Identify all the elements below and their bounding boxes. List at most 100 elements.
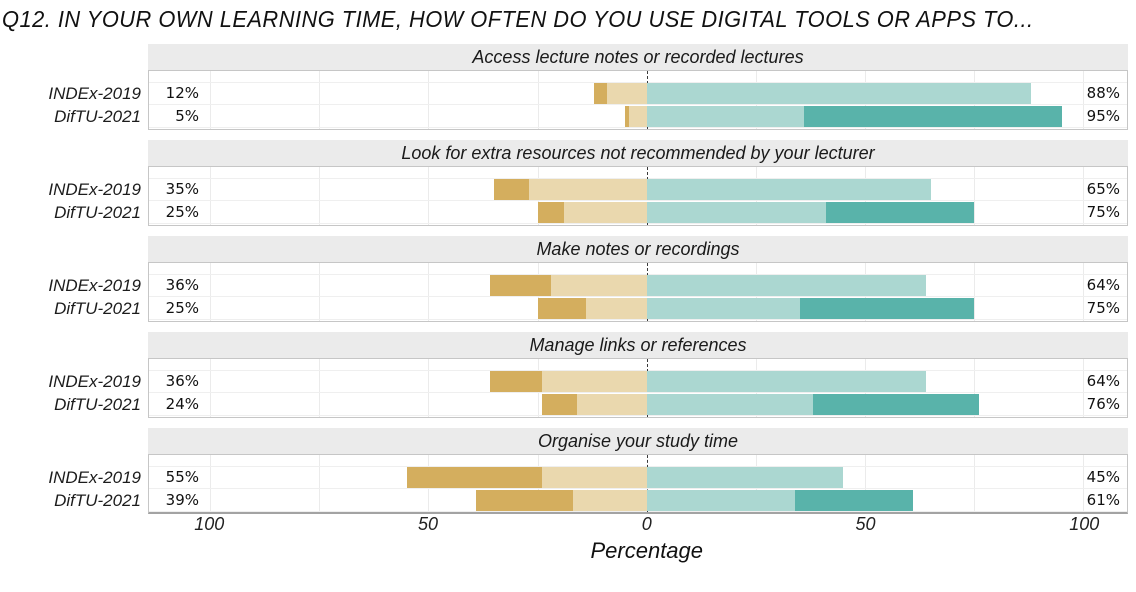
x-axis-tick-100: 100 <box>194 514 225 534</box>
segment-left-dark <box>594 83 608 104</box>
horizontal-gridline <box>149 178 1127 179</box>
gridline <box>865 455 867 512</box>
bar-row-DifTU-2021: DifTU-2021 39% 61% <box>54 490 1127 511</box>
horizontal-gridline <box>149 296 1127 297</box>
gridline <box>537 71 539 129</box>
panel-plot-area: INDEx-2019 55% 45% DifTU-2021 39% 61% <box>48 454 1128 514</box>
gridline <box>210 71 212 129</box>
row-label: INDEx-2019 <box>48 84 141 103</box>
value-label-right: 64% <box>1086 372 1120 390</box>
value-label-left: 36% <box>165 372 199 390</box>
gridline <box>210 263 212 321</box>
horizontal-gridline <box>149 104 1127 105</box>
panel-header: Organise your study time <box>148 428 1128 454</box>
segment-left-light <box>528 179 647 200</box>
value-label-left: 5% <box>175 107 199 125</box>
row-label: INDEx-2019 <box>48 276 141 295</box>
panels-container: Access lecture notes or recorded lecture… <box>48 44 1128 524</box>
value-label-right: 75% <box>1086 299 1120 317</box>
gridline <box>210 455 212 512</box>
value-label-right: 76% <box>1086 395 1120 413</box>
segment-right-dark <box>799 298 975 319</box>
value-label-right: 61% <box>1086 491 1120 509</box>
segment-left-light <box>585 298 647 319</box>
gridline <box>974 167 976 225</box>
value-label-left: 35% <box>165 180 199 198</box>
segment-left-light <box>576 394 647 415</box>
bar-row-INDEx-2019: INDEx-2019 12% 88% <box>48 83 1127 104</box>
horizontal-gridline <box>149 274 1127 275</box>
horizontal-gridline <box>149 319 1127 320</box>
value-label-right: 95% <box>1086 107 1120 125</box>
gridline <box>319 263 321 321</box>
segment-right-light <box>646 202 826 223</box>
segment-right-light <box>646 179 931 200</box>
chart-title: Q12. IN YOUR OWN LEARNING TIME, HOW OFTE… <box>2 6 1034 32</box>
row-label: DifTU-2021 <box>54 491 141 510</box>
x-axis-tick-50: 50 <box>417 514 439 534</box>
gridline <box>210 359 212 417</box>
gridline <box>1083 263 1085 321</box>
row-label: DifTU-2021 <box>54 203 141 222</box>
segment-left-dark <box>476 490 573 511</box>
value-label-left: 55% <box>165 468 199 486</box>
panel-2: Make notes or recordings INDEx-2019 36% 64%… <box>48 236 1128 322</box>
panel-header: Make notes or recordings <box>148 236 1128 262</box>
bar-row-INDEx-2019: INDEx-2019 55% 45% <box>48 467 1127 488</box>
panel-header: Access lecture notes or recorded lecture… <box>148 44 1128 70</box>
bar-row-INDEx-2019: INDEx-2019 35% 65% <box>48 179 1127 200</box>
panel-0: Access lecture notes or recorded lecture… <box>48 44 1128 130</box>
segment-right-dark <box>803 106 1062 127</box>
gridline <box>428 71 430 129</box>
segment-right-light <box>646 490 796 511</box>
x-axis-tick-100: 100 <box>1069 514 1100 534</box>
gridline <box>319 167 321 225</box>
gridline <box>974 359 976 417</box>
gridline <box>428 359 430 417</box>
segment-left-light <box>563 202 647 223</box>
horizontal-gridline <box>149 370 1127 371</box>
segment-left-light <box>607 83 647 104</box>
panel-1: Look for extra resources not recommended… <box>48 140 1128 226</box>
value-label-left: 24% <box>165 395 199 413</box>
row-label: DifTU-2021 <box>54 299 141 318</box>
row-label: DifTU-2021 <box>54 107 141 126</box>
x-axis-tick-50: 50 <box>855 514 876 534</box>
gridline <box>1083 359 1085 417</box>
panel-header: Look for extra resources not recommended… <box>148 140 1128 166</box>
segment-left-dark <box>537 202 564 223</box>
segment-right-light <box>646 394 813 415</box>
segment-left-light <box>550 275 647 296</box>
panel-plot-area: INDEx-2019 35% 65% DifTU-2021 25% 75% <box>48 166 1128 226</box>
value-label-left: 36% <box>165 276 199 294</box>
value-label-left: 12% <box>165 84 199 102</box>
gridline <box>1083 167 1085 225</box>
horizontal-gridline <box>149 200 1127 201</box>
segment-right-dark <box>812 394 979 415</box>
bar-row-DifTU-2021: DifTU-2021 5% 95% <box>54 106 1127 127</box>
x-axis-label-container: Percentage <box>148 538 1128 568</box>
value-label-right: 75% <box>1086 203 1120 221</box>
segment-left-dark <box>541 394 577 415</box>
value-label-right: 45% <box>1086 468 1120 486</box>
segment-right-dark <box>825 202 975 223</box>
gridline <box>319 71 321 129</box>
row-label: INDEx-2019 <box>48 468 141 487</box>
value-label-left: 25% <box>165 203 199 221</box>
gridline <box>1083 71 1085 129</box>
segment-left-dark <box>406 467 542 488</box>
horizontal-gridline <box>149 466 1127 467</box>
horizontal-gridline <box>149 488 1127 489</box>
value-label-right: 88% <box>1086 84 1120 102</box>
horizontal-gridline <box>149 82 1127 83</box>
gridline <box>428 167 430 225</box>
segment-left-dark <box>489 275 551 296</box>
row-label: DifTU-2021 <box>54 395 141 414</box>
segment-right-light <box>646 106 804 127</box>
bar-row-DifTU-2021: DifTU-2021 25% 75% <box>54 298 1127 319</box>
panel-plot-area: INDEx-2019 36% 64% DifTU-2021 24% 76% <box>48 358 1128 418</box>
panel-4: Organise your study time INDEx-2019 55% 45%… <box>48 428 1128 514</box>
segment-left-dark <box>537 298 586 319</box>
gridline <box>974 455 976 512</box>
panel-plot-area: INDEx-2019 12% 88% DifTU-2021 5% 95% <box>48 70 1128 130</box>
